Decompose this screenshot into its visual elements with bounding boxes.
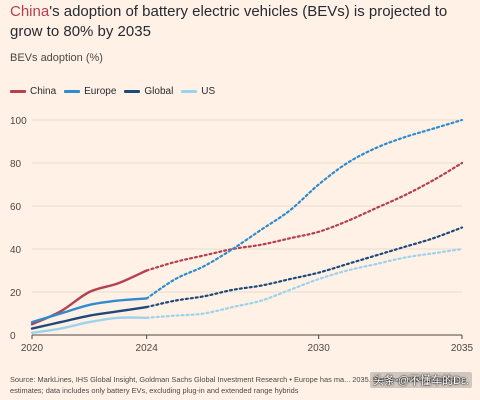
y-tick-label: 40 bbox=[10, 245, 22, 256]
y-tick-label: 60 bbox=[10, 202, 22, 213]
y-tick-label: 100 bbox=[10, 116, 27, 127]
x-tick-label: 2020 bbox=[21, 343, 44, 354]
legend-swatch bbox=[124, 90, 141, 93]
legend-item-us: US bbox=[181, 86, 215, 97]
chart-footer: Source: MarkLines, IHS Global Insight, G… bbox=[10, 375, 467, 395]
legend-label: Global bbox=[144, 86, 174, 97]
legend-swatch bbox=[181, 90, 198, 93]
legend-item-global: Global bbox=[124, 86, 173, 97]
line-chart: 0 20 40 60 80 100 2020 2024 2030 2035 bbox=[10, 116, 474, 354]
chart-title-highlight: China bbox=[10, 3, 50, 20]
y-tick-label: 80 bbox=[10, 159, 22, 170]
legend-item-china: China bbox=[10, 86, 56, 97]
series-line-europe-estimate bbox=[145, 118, 464, 300]
y-tick-label: 0 bbox=[10, 331, 16, 342]
legend-item-europe: Europe bbox=[64, 86, 116, 97]
x-tick-label: 2035 bbox=[451, 343, 474, 354]
chart-title-rest: 's adoption of battery electric vehicles… bbox=[10, 3, 448, 40]
series-line-global-estimate bbox=[145, 226, 464, 309]
legend-label: US bbox=[201, 86, 216, 97]
chart-title: China's adoption of battery electric veh… bbox=[10, 2, 472, 42]
series-line-global-actual bbox=[30, 305, 148, 330]
y-tick-label: 20 bbox=[10, 288, 22, 299]
series-line-europe-actual bbox=[30, 297, 148, 324]
legend-swatch bbox=[64, 90, 81, 93]
legend-label: China bbox=[30, 86, 57, 97]
chart-legend: China Europe Global US bbox=[10, 86, 223, 97]
series-line-us-actual bbox=[30, 316, 148, 335]
legend-swatch bbox=[10, 90, 26, 93]
chart-subtitle: BEVs adoption (%) bbox=[10, 52, 103, 64]
legend-label: Europe bbox=[84, 86, 117, 97]
watermark: 头条 @不懂车的Dε. bbox=[369, 372, 472, 388]
x-tick-label: 2030 bbox=[308, 343, 331, 354]
x-tick-label: 2024 bbox=[136, 343, 159, 354]
series-line-us-estimate bbox=[145, 247, 464, 319]
series-line-china-estimate bbox=[145, 161, 464, 272]
